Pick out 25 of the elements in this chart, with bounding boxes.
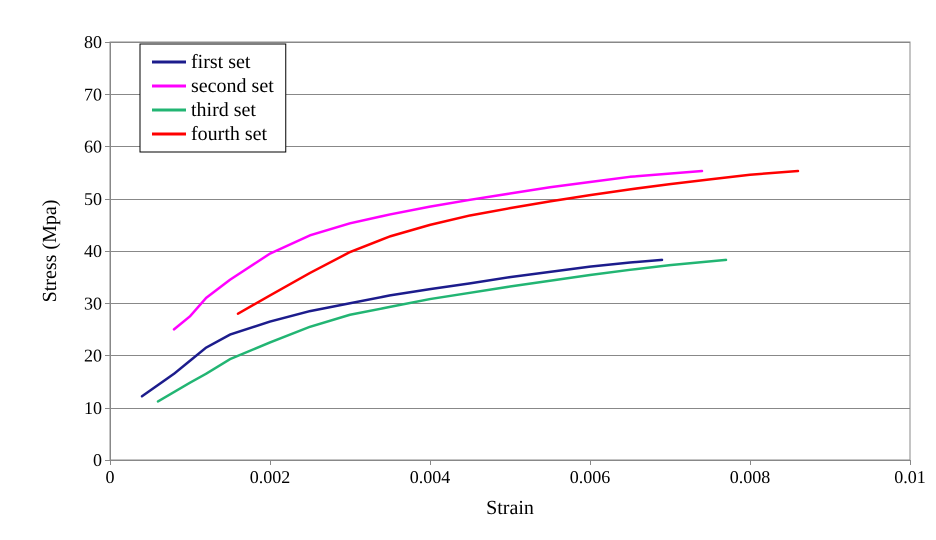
line-series [172,170,704,331]
x-tick-label: 0 [106,467,114,487]
x-tick-label: 0.01 [894,467,926,487]
legend-label: third set [191,99,256,121]
y-tick-label: 70 [84,84,102,104]
y-tick-label: 80 [84,32,102,52]
y-tick-label: 30 [84,293,102,314]
legend-label: second set [191,75,274,97]
y-tick-label: 10 [84,398,102,418]
y-tick-label: 60 [84,136,102,156]
line-series [140,258,664,398]
x-tick-label: 0.008 [730,467,770,487]
x-tick-label: 0.002 [250,467,290,487]
y-tick-label: 0 [93,450,102,470]
y-tick-label: 50 [84,188,102,209]
line-series [156,258,728,403]
y-tick-label: 40 [84,241,102,261]
y-tick-label: 20 [84,346,102,366]
line-series [236,170,800,315]
x-axis-title: Strain [486,497,534,519]
y-axis-title: Stress (Mpa) [39,200,61,302]
x-tick-label: 0.004 [410,467,450,487]
x-tick-label: 0.006 [570,467,610,487]
legend-label: fourth set [191,123,268,145]
legend-label: first set [191,51,251,73]
